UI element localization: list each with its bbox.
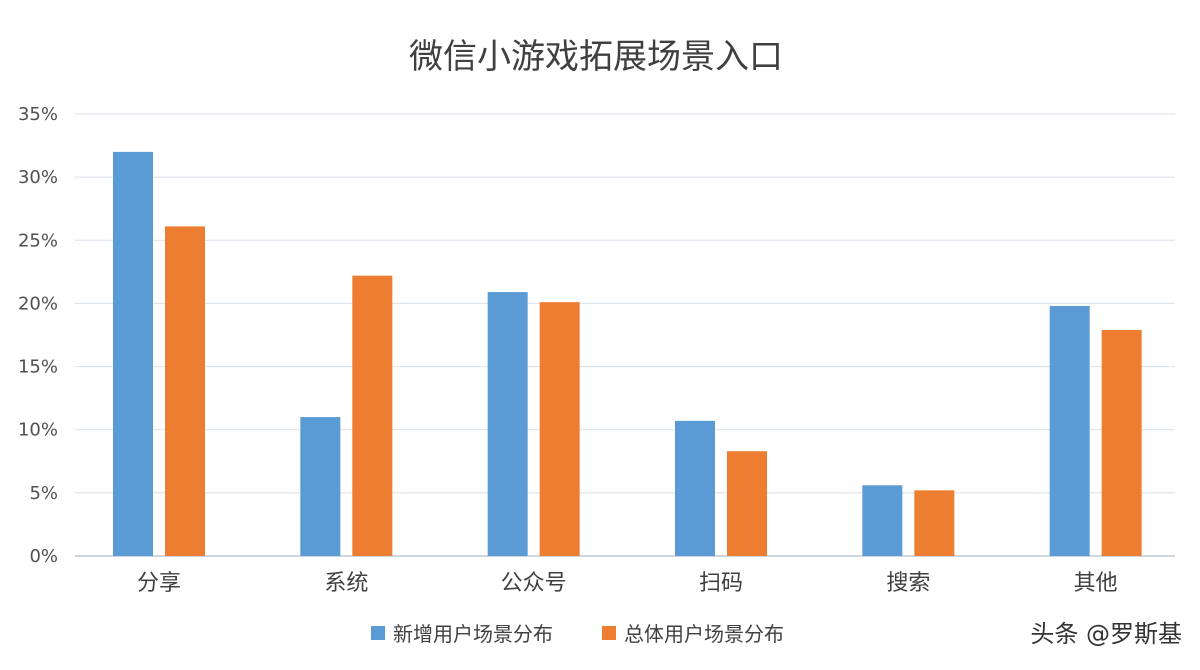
bar-new-users	[113, 151, 153, 556]
gridlines	[75, 113, 1175, 557]
bar-new-users	[300, 417, 341, 556]
bar-total-users	[165, 226, 205, 556]
bar-total-users	[352, 275, 393, 556]
legend: 新增用户场景分布 总体用户场景分布	[371, 622, 784, 646]
x-tick-label: 扫码	[699, 571, 743, 596]
bar-total-users	[914, 490, 955, 556]
bar-total-users	[727, 451, 767, 556]
y-tick-label: 5%	[29, 483, 58, 504]
x-tick-label: 搜索	[886, 571, 930, 596]
bars	[113, 151, 1142, 556]
legend-swatch	[602, 626, 616, 640]
x-tick-label: 公众号	[501, 571, 567, 596]
legend-swatch	[371, 626, 385, 640]
y-tick-label: 15%	[18, 357, 58, 378]
x-tick-label: 其他	[1074, 571, 1118, 596]
bar-total-users	[1101, 329, 1142, 556]
x-tick-label: 分享	[137, 571, 181, 596]
bar-new-users	[675, 420, 715, 556]
chart-title: 微信小游戏拓展场景入口	[409, 37, 783, 77]
legend-label: 总体用户场景分布	[624, 622, 784, 646]
bar-new-users	[1049, 305, 1090, 556]
bar-total-users	[539, 302, 580, 556]
y-tick-label: 20%	[18, 293, 58, 314]
legend-label: 新增用户场景分布	[393, 622, 553, 646]
x-axis-ticks: 分享 系统 公众号 扫码 搜索 其他	[137, 571, 1118, 596]
y-tick-label: 10%	[18, 420, 58, 441]
y-tick-label: 25%	[18, 230, 58, 251]
y-tick-label: 35%	[18, 104, 58, 125]
y-tick-label: 30%	[18, 167, 58, 188]
bar-new-users	[487, 292, 528, 556]
y-tick-label: 0%	[29, 546, 58, 567]
bar-new-users	[862, 485, 903, 556]
y-axis-ticks: 0% 5% 10% 15% 20% 25% 30% 35%	[18, 104, 58, 567]
watermark: 头条 @罗斯基	[1030, 620, 1182, 648]
x-tick-label: 系统	[324, 571, 368, 596]
